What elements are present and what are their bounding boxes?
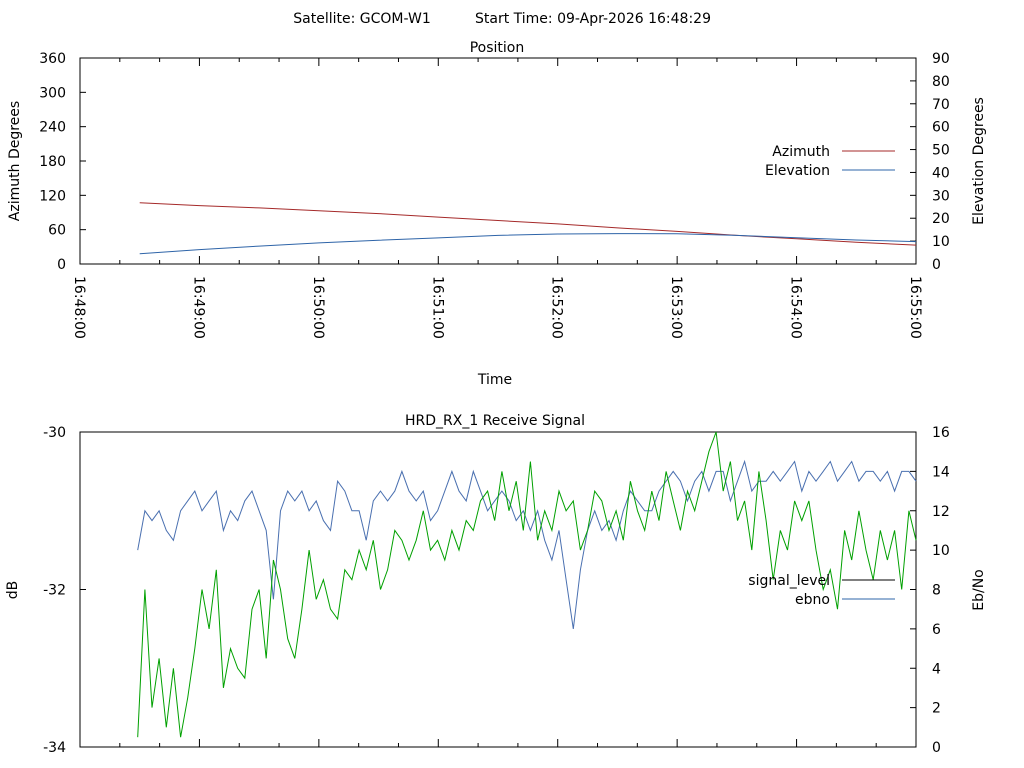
ebno-tick-label: 14: [932, 464, 950, 480]
azimuth-tick-label: 0: [57, 257, 66, 273]
elevation-axis-label: Elevation Degrees: [971, 97, 987, 225]
time-tick-label: 16:48:00: [71, 276, 87, 339]
elevation-tick-label: 10: [932, 234, 950, 250]
position-chart-title: Position: [470, 40, 525, 56]
time-tick-label: 16:55:00: [907, 276, 923, 339]
signal-plot-frame: [79, 431, 917, 748]
time-tick-label: 16:51:00: [429, 276, 445, 339]
time-tick-label: 16:54:00: [788, 276, 804, 339]
legend-azimuth-label: Azimuth: [772, 144, 830, 160]
ebno-tick-label: 12: [932, 504, 950, 520]
signal-legend: signal_level ebno: [748, 573, 895, 608]
time-tick-label: 16:49:00: [190, 276, 206, 339]
elevation-tick-label: 50: [932, 143, 950, 159]
satellite-label: Satellite: GCOM-W1: [293, 11, 430, 27]
legend-ebno-label: ebno: [795, 592, 830, 608]
elevation-tick-label: 80: [932, 74, 950, 90]
signal-series-lines: [137, 431, 917, 738]
position-x-tick-labels: 16:48:00 16:49:00 16:50:00 16:51:00 16:52:00…: [71, 276, 923, 339]
ebno-tick-label: 0: [932, 740, 941, 756]
db-axis-label: dB: [5, 581, 21, 600]
start-time-label: Start Time: 09-Apr-2026 16:48:29: [475, 11, 711, 27]
ebno-series-line: [137, 431, 917, 738]
ebno-tick-label: 2: [932, 701, 941, 717]
elevation-tick-label: 0: [932, 257, 941, 273]
azimuth-tick-label: 240: [39, 120, 66, 136]
azimuth-tick-label: 180: [39, 154, 66, 170]
signal-chart-title: HRD_RX_1 Receive Signal: [405, 413, 585, 429]
signal-right-tick-labels: 0 2 4 6 8 10 12 14 16: [932, 425, 950, 756]
position-ticks: [79, 57, 917, 265]
position-chart: Position 0 60 120 180 240 300 360 0 10 20 30 40 50 6…: [7, 40, 987, 388]
azimuth-axis-label: Azimuth Degrees: [7, 101, 23, 221]
azimuth-series-line: [139, 202, 917, 246]
ebno-tick-label: 8: [932, 583, 941, 599]
azimuth-tick-label: 300: [39, 85, 66, 101]
time-axis-label: Time: [477, 372, 512, 388]
position-plot-frame: [79, 57, 917, 265]
db-tick-label: -30: [43, 425, 66, 441]
azimuth-tick-label: 360: [39, 51, 66, 67]
azimuth-tick-label: 120: [39, 188, 66, 204]
signal-level-series-line: [137, 459, 917, 629]
db-tick-label: -32: [43, 583, 66, 599]
legend-elevation-label: Elevation: [765, 163, 830, 179]
elevation-tick-label: 20: [932, 211, 950, 227]
ebno-tick-label: 4: [932, 661, 941, 677]
time-tick-label: 16:52:00: [549, 276, 565, 339]
db-tick-label: -34: [43, 740, 66, 756]
ebno-tick-label: 16: [932, 425, 950, 441]
time-tick-label: 16:53:00: [668, 276, 684, 339]
signal-chart: HRD_RX_1 Receive Signal -34 -32 -30 0 2 4 6 8 1…: [5, 413, 987, 756]
ebno-axis-label: Eb/No: [971, 569, 987, 611]
ebno-tick-label: 6: [932, 622, 941, 638]
elevation-tick-label: 30: [932, 188, 950, 204]
signal-ticks: [79, 431, 917, 748]
azimuth-tick-label: 60: [48, 223, 66, 239]
position-series-lines: [139, 202, 917, 255]
position-legend: Azimuth Elevation: [765, 144, 895, 179]
signal-left-tick-labels: -34 -32 -30: [43, 425, 66, 756]
position-left-tick-labels: 0 60 120 180 240 300 360: [39, 51, 66, 273]
time-tick-label: 16:50:00: [310, 276, 326, 339]
position-right-tick-labels: 0 10 20 30 40 50 60 70 80 90: [932, 51, 950, 273]
elevation-tick-label: 40: [932, 165, 950, 181]
legend-signal-level-label: signal_level: [748, 573, 830, 589]
elevation-tick-label: 70: [932, 97, 950, 113]
elevation-series-line: [139, 233, 917, 255]
elevation-tick-label: 60: [932, 120, 950, 136]
elevation-tick-label: 90: [932, 51, 950, 67]
ebno-tick-label: 10: [932, 543, 950, 559]
